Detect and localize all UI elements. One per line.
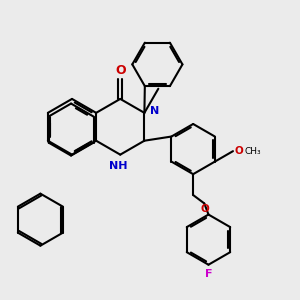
Text: F: F <box>205 269 212 279</box>
Text: N: N <box>150 106 159 116</box>
Text: NH: NH <box>109 161 128 171</box>
Text: CH₃: CH₃ <box>244 147 261 156</box>
Text: O: O <box>115 64 126 76</box>
Text: O: O <box>235 146 244 156</box>
Text: O: O <box>201 204 210 214</box>
